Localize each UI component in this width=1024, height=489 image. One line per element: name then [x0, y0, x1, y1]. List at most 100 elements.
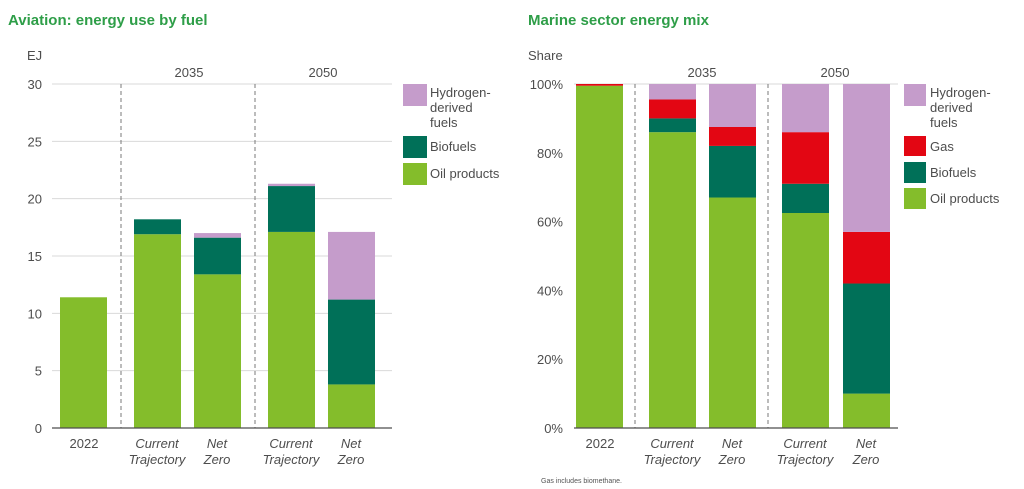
x-tick-label: Current [135, 436, 180, 451]
bar-stacks [60, 183, 375, 428]
y-axis-ticks: 0% 20% 40% 60% 80% 100% [530, 77, 564, 436]
group-dividers [634, 84, 769, 428]
x-axis-labels: 2022 CurrentTrajectoryNetZeroCurrentTraje… [70, 436, 365, 467]
y-tick-label: 80% [537, 146, 563, 161]
legend-label: Hydrogen- [430, 85, 491, 100]
bar-segment [134, 234, 181, 428]
y-tick-label: 25 [28, 134, 42, 149]
group-labels: 2035 2050 [175, 65, 338, 80]
bar-segment [782, 132, 829, 184]
chart-title: Aviation: energy use by fuel [8, 12, 208, 29]
legend-label: Gas [930, 139, 954, 154]
bar-segment [649, 132, 696, 428]
x-tick-label: Current [269, 436, 314, 451]
legend-swatch [403, 136, 427, 158]
legend-label: fuels [930, 115, 958, 130]
y-tick-label: 100% [530, 77, 564, 92]
legend-swatch [403, 84, 427, 106]
group-label: 2050 [821, 65, 850, 80]
bar-segment [782, 183, 829, 213]
bar-segment [268, 231, 315, 428]
bar-segment [328, 231, 375, 300]
x-tick-label: Net [722, 436, 744, 451]
x-tick-label: Current [783, 436, 828, 451]
bar-segment [328, 384, 375, 428]
group-label: 2050 [309, 65, 338, 80]
x-tick-label: Net [207, 436, 229, 451]
legend-label: Biofuels [930, 165, 977, 180]
legend-label: Biofuels [430, 139, 477, 154]
y-axis-unit: Share [528, 48, 563, 63]
bar-segment [649, 99, 696, 119]
bar-segment [843, 283, 890, 394]
y-tick-label: 0% [544, 421, 563, 436]
y-tick-label: 10 [28, 306, 42, 321]
group-labels: 2035 2050 [688, 65, 850, 80]
bar-segment [328, 299, 375, 385]
bar-segment [649, 118, 696, 133]
bar-segment [649, 84, 696, 100]
x-tick-label: Zero [203, 452, 231, 467]
bar-segment [782, 213, 829, 428]
x-tick-label: Trajectory [263, 452, 321, 467]
bar-segment [843, 231, 890, 284]
group-label: 2035 [688, 65, 717, 80]
x-tick-label: Trajectory [129, 452, 187, 467]
x-tick-label: 2022 [586, 436, 615, 451]
x-tick-label: Zero [852, 452, 880, 467]
bar-segment [194, 237, 241, 275]
legend-label: fuels [430, 115, 458, 130]
x-tick-label: Zero [337, 452, 365, 467]
y-axis-ticks: 0 5 10 15 20 25 30 [28, 77, 42, 436]
bar-segment [843, 84, 890, 232]
bar-segment [268, 183, 315, 187]
bar-segment [194, 233, 241, 238]
y-tick-label: 40% [537, 283, 563, 298]
y-tick-label: 30 [28, 77, 42, 92]
bar-segment [194, 274, 241, 428]
legend-label: Oil products [930, 191, 1000, 206]
x-axis-labels: 2022 CurrentTrajectoryNetZeroCurrentTraje… [586, 436, 880, 467]
bar-segment [843, 393, 890, 428]
legend-swatch [904, 84, 926, 106]
y-axis-unit: EJ [27, 48, 42, 63]
bar-segment [134, 219, 181, 235]
x-tick-label: Current [650, 436, 695, 451]
legend-label: derived [930, 100, 973, 115]
legend-swatch [403, 163, 427, 185]
bar-segment [576, 84, 623, 86]
bar-segment [709, 145, 756, 198]
marine-chart: Marine sector energy mix Share 0% 20% 40% 6… [528, 12, 1000, 485]
legend-label: Hydrogen- [930, 85, 991, 100]
y-tick-label: 60% [537, 215, 563, 230]
x-tick-label: Zero [718, 452, 746, 467]
x-tick-label: Net [341, 436, 363, 451]
y-tick-label: 20% [537, 352, 563, 367]
bar-segment [709, 84, 756, 127]
legend-swatch [904, 136, 926, 156]
bar-segment [268, 186, 315, 232]
bar-segment [709, 197, 756, 428]
y-tick-label: 5 [35, 364, 42, 379]
x-tick-label: Trajectory [777, 452, 835, 467]
bar-segment [576, 85, 623, 428]
group-dividers [120, 84, 256, 428]
legend-label: derived [430, 100, 473, 115]
chart-title: Marine sector energy mix [528, 12, 710, 29]
bar-stacks [576, 84, 890, 428]
group-label: 2035 [175, 65, 204, 80]
y-tick-label: 20 [28, 192, 42, 207]
legend-swatch [904, 188, 926, 209]
legend-label: Oil products [430, 166, 500, 181]
legend-swatch [904, 162, 926, 183]
y-tick-label: 15 [28, 249, 42, 264]
bar-segment [709, 127, 756, 146]
bar-segment [782, 84, 829, 133]
x-tick-label: Trajectory [644, 452, 702, 467]
bar-segment [60, 297, 107, 428]
x-tick-label: Net [856, 436, 878, 451]
y-tick-label: 0 [35, 421, 42, 436]
